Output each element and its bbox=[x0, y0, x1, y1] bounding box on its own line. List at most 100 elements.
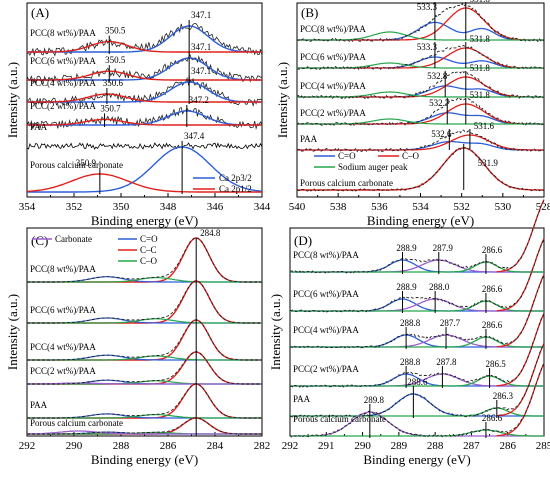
raw-spectrum bbox=[296, 70, 545, 100]
ca2p12-fit bbox=[27, 93, 262, 103]
peak-label: 289.8 bbox=[364, 395, 385, 405]
raw-spectrum bbox=[290, 239, 545, 313]
y-axis-label: Intensity (a.u.) bbox=[5, 294, 20, 370]
peak-label: 533.3 bbox=[417, 2, 438, 12]
legend-c: Carbonate C=OC–CC–O bbox=[32, 234, 158, 266]
raw-spectrum bbox=[27, 237, 262, 283]
sample-label: PCC(8 wt%)/PAA bbox=[300, 24, 366, 34]
cc-tail-fit bbox=[496, 238, 545, 312]
x-tick-label: 285 bbox=[536, 440, 550, 452]
y-axis-label: Intensity (a.u.) bbox=[275, 62, 290, 138]
raw-spectrum bbox=[26, 76, 263, 107]
raw-spectrum bbox=[290, 200, 545, 274]
component-fit bbox=[290, 429, 544, 437]
ca2p12-fit bbox=[26, 173, 262, 193]
peak-label: 288.8 bbox=[400, 318, 421, 328]
c-o-fit bbox=[27, 277, 262, 283]
peak-label: 287.8 bbox=[436, 357, 457, 367]
peak-label: 531.8 bbox=[470, 34, 491, 44]
raw-spectrum bbox=[26, 142, 263, 150]
peak-label: 287.9 bbox=[433, 243, 454, 253]
x-tick-label: 344 bbox=[254, 201, 271, 213]
raw-spectrum bbox=[27, 319, 262, 361]
sample-label: Porous calcium carbonate bbox=[300, 178, 393, 188]
sample-label: PCC(4 wt%)/PAA bbox=[30, 342, 96, 352]
peak-label: 531.9 bbox=[478, 158, 499, 168]
panel-a-data: 350.5 347.1 PCC(8 wt%)/PAA 350.5 347.1 PCC(6 … bbox=[26, 10, 263, 194]
panel-d: (D) 292 291 290 289 288 287 286 285 Binding energ… bbox=[268, 227, 550, 467]
sample-label: PCC(8 wt%)/PAA bbox=[30, 264, 96, 274]
x-tick-label: 290 bbox=[66, 440, 83, 452]
peak-label: 288.9 bbox=[396, 282, 417, 292]
sample-label: PAA bbox=[30, 122, 48, 132]
sample-label: Porous calcium carbonate bbox=[30, 160, 123, 170]
x-tick-label: 352 bbox=[66, 201, 83, 213]
legend-label: C–O bbox=[140, 256, 158, 266]
raw-spectrum bbox=[289, 274, 545, 349]
x-tick-label: 290 bbox=[354, 440, 371, 452]
peak-label: 288.0 bbox=[429, 282, 450, 292]
peak-label: 288.9 bbox=[396, 243, 417, 253]
peak-label: 286.3 bbox=[493, 391, 514, 401]
peak-label: 350.6 bbox=[103, 78, 124, 88]
peak-label: 533.3 bbox=[417, 42, 438, 52]
sample-label: PCC(4 wt%)/PAA bbox=[30, 78, 96, 88]
x-tick-label: 284 bbox=[207, 440, 224, 452]
x-axis-label: Binding energy (eV) bbox=[363, 452, 470, 467]
sample-label: PCC(6 wt%)/PAA bbox=[30, 56, 96, 66]
raw-spectrum bbox=[289, 313, 545, 388]
x-tick-label: 538 bbox=[330, 201, 347, 213]
peak-label: 288.6 bbox=[407, 377, 428, 387]
raw-spectrum bbox=[289, 343, 545, 418]
ca2p12-fit bbox=[27, 70, 262, 81]
sample-label: PCC(8 wt%)/PAA bbox=[293, 250, 359, 260]
cc-fit bbox=[27, 280, 262, 324]
panel-letter: (C) bbox=[31, 233, 48, 248]
sample-label: PCC(8 wt%)/PAA bbox=[30, 28, 96, 38]
sodium-auger-fit bbox=[297, 62, 544, 69]
x-axis-label: Binding energy (eV) bbox=[367, 213, 474, 228]
sample-label: Porous calcium carbonate bbox=[293, 414, 386, 424]
x-axis-label: Binding energy (eV) bbox=[91, 452, 198, 467]
y-axis-label: Intensity (a.u.) bbox=[5, 62, 20, 138]
panel-b-data: 533.3 531.8 PCC(8 wt%)/PAA 533.3 531.8 PCC(6 … bbox=[296, 0, 545, 192]
carbonate-fit bbox=[27, 382, 262, 385]
x-tick-label: 292 bbox=[282, 440, 299, 452]
panel-letter: (A) bbox=[31, 5, 49, 20]
peak-label: 350.9 bbox=[76, 158, 97, 168]
co-double-fit bbox=[297, 140, 544, 151]
peak-label: 287.7 bbox=[440, 318, 461, 328]
raw-spectrum bbox=[27, 280, 262, 324]
x-tick-label: 536 bbox=[371, 201, 388, 213]
sodium-auger-fit bbox=[297, 31, 544, 41]
raw-spectrum bbox=[296, 129, 545, 153]
raw-spectrum bbox=[27, 383, 262, 419]
peak-label: 531.6 bbox=[474, 121, 495, 131]
x-tick-label: 292 bbox=[19, 440, 36, 452]
sample-label: PCC(6 wt%)/PAA bbox=[30, 305, 96, 315]
peak-label: 286.6 bbox=[482, 245, 503, 255]
peak-label: 288.8 bbox=[400, 357, 421, 367]
raw-spectrum bbox=[296, 147, 545, 192]
panel-letter: (B) bbox=[301, 5, 318, 20]
peak-label: 284.8 bbox=[200, 228, 221, 238]
sample-label: PCC(2 wt%)/PAA bbox=[30, 101, 96, 111]
raw-spectrum bbox=[296, 97, 545, 127]
sample-label: PAA bbox=[30, 400, 48, 410]
peak-label: 532.6 bbox=[431, 129, 452, 139]
x-tick-label: 288 bbox=[113, 440, 130, 452]
legend-a: Ca 2p3/2Ca 2p1/2 bbox=[193, 173, 252, 194]
x-tick-label: 348 bbox=[160, 201, 177, 213]
x-tick-label: 354 bbox=[19, 201, 36, 213]
peak-label: 350.7 bbox=[100, 103, 121, 113]
raw-spectrum bbox=[26, 53, 263, 86]
sample-label: PCC(6 wt%)/PAA bbox=[300, 52, 366, 62]
peak-label: 286.6 bbox=[482, 320, 503, 330]
x-tick-label: 540 bbox=[289, 201, 306, 213]
y-axis-label: Intensity (a.u.) bbox=[268, 294, 283, 370]
peak-label: 347.1 bbox=[191, 66, 211, 76]
ca2p32-fit bbox=[27, 146, 263, 193]
sample-label: PCC(6 wt%)/PAA bbox=[293, 289, 359, 299]
